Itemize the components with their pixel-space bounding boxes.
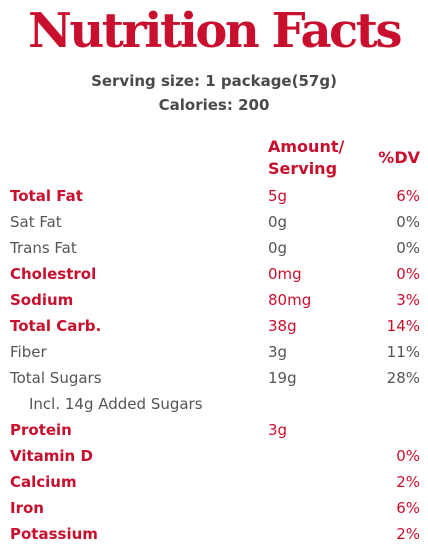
nutrient-name: Potassium bbox=[10, 525, 98, 543]
nutrient-dv: 0% bbox=[396, 239, 420, 257]
nutrient-dv: 2% bbox=[396, 525, 420, 543]
row-fiber: Fiber 3g 11% bbox=[0, 339, 428, 365]
nutrient-dv: 0% bbox=[396, 213, 420, 231]
serving-size: Serving size: 1 package(57g) bbox=[91, 72, 337, 90]
nutrient-name: Total Sugars bbox=[10, 369, 102, 387]
row-iron: Iron 6% bbox=[0, 495, 428, 521]
nutrient-name: Total Fat bbox=[10, 187, 83, 205]
nutrient-dv: 0% bbox=[396, 265, 420, 283]
nutrient-dv: 28% bbox=[386, 369, 420, 387]
nutrient-amount: 19g bbox=[268, 369, 297, 387]
row-total-sugars: Total Sugars 19g 28% bbox=[0, 365, 428, 391]
nutrient-amount: 38g bbox=[268, 317, 297, 335]
row-vitamin-d: Vitamin D 0% bbox=[0, 443, 428, 469]
nutrient-name: Iron bbox=[10, 499, 44, 517]
row-sodium: Sodium 80mg 3% bbox=[0, 287, 428, 313]
nutrient-name: Total Carb. bbox=[10, 317, 102, 335]
nutrient-amount: 80mg bbox=[268, 291, 312, 309]
nutrient-name: Sat Fat bbox=[10, 213, 62, 231]
row-total-carb: Total Carb. 38g 14% bbox=[0, 313, 428, 339]
nutrient-name: Trans Fat bbox=[10, 239, 77, 257]
nutrient-name: Sodium bbox=[10, 291, 74, 309]
nutrient-amount: 0g bbox=[268, 239, 288, 257]
row-calcium: Calcium 2% bbox=[0, 469, 428, 495]
row-sat-fat: Sat Fat 0g 0% bbox=[0, 209, 428, 235]
nutrient-amount: 5g bbox=[268, 187, 288, 205]
nutrient-amount: 0g bbox=[268, 213, 288, 231]
nutrient-amount: 3g bbox=[268, 421, 288, 439]
nutrient-dv: 6% bbox=[396, 499, 420, 517]
nutrient-name: Vitamin D bbox=[10, 447, 93, 465]
nutrient-amount: 3g bbox=[268, 343, 288, 361]
row-potassium: Potassium 2% bbox=[0, 521, 428, 547]
nutrient-dv: 14% bbox=[386, 317, 420, 335]
nutrient-name: Incl. 14g Added Sugars bbox=[29, 395, 203, 413]
nutrient-dv: 0% bbox=[396, 447, 420, 465]
nutrient-name: Cholestrol bbox=[10, 265, 97, 283]
nutrient-name: Calcium bbox=[10, 473, 77, 491]
nutrient-amount: 0mg bbox=[268, 265, 302, 283]
row-protein: Protein 3g bbox=[0, 417, 428, 443]
amount-header: Amount/ Serving bbox=[268, 137, 345, 178]
dv-header: %DV bbox=[378, 148, 420, 167]
nutrient-dv: 6% bbox=[396, 187, 420, 205]
nutrient-dv: 2% bbox=[396, 473, 420, 491]
nutrient-name: Fiber bbox=[10, 343, 47, 361]
nutrient-dv: 11% bbox=[386, 343, 420, 361]
nutrient-dv: 3% bbox=[396, 291, 420, 309]
row-trans-fat: Trans Fat 0g 0% bbox=[0, 235, 428, 261]
nutrient-name: Protein bbox=[10, 421, 72, 439]
calories: Calories: 200 bbox=[158, 96, 270, 114]
page-title: Nutrition Facts bbox=[28, 3, 402, 59]
row-added-sugars: Incl. 14g Added Sugars bbox=[0, 391, 428, 417]
row-cholestrol: Cholestrol 0mg 0% bbox=[0, 261, 428, 287]
row-total-fat: Total Fat 5g 6% bbox=[0, 183, 428, 209]
